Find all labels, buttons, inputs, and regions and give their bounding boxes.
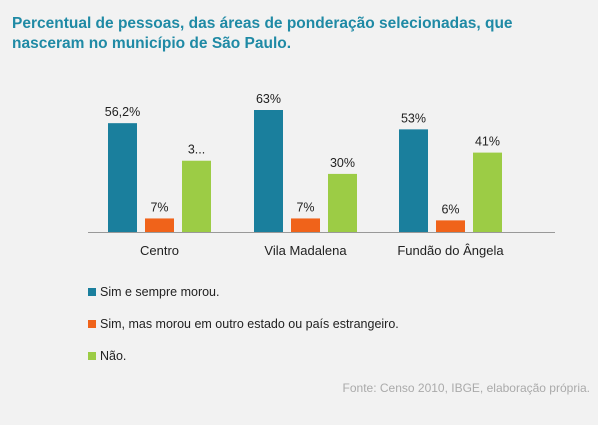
- legend-label: Sim, mas morou em outro estado ou país e…: [100, 317, 399, 331]
- legend-swatch: [88, 320, 96, 328]
- legend-swatch: [88, 288, 96, 296]
- legend-item-sim-outro: Sim, mas morou em outro estado ou país e…: [88, 316, 399, 332]
- data-label-0-2: 3...: [188, 143, 205, 157]
- data-label-1-2: 30%: [330, 156, 355, 170]
- data-label-1-1: 7%: [296, 200, 314, 214]
- bar-0-0: [108, 123, 137, 232]
- bar-0-2: [182, 160, 211, 232]
- data-label-2-0: 53%: [401, 111, 426, 125]
- bar-1-1: [291, 218, 320, 232]
- bar-1-2: [328, 173, 357, 232]
- category-label-1: Vila Madalena: [264, 243, 347, 258]
- chart-title: Percentual de pessoas, das áreas de pond…: [12, 15, 513, 52]
- data-label-0-1: 7%: [150, 200, 168, 214]
- source-note: Fonte: Censo 2010, IBGE, elaboração próp…: [342, 381, 590, 395]
- bar-2-1: [436, 220, 465, 232]
- legend: Sim e sempre morou. Sim, mas morou em ou…: [88, 284, 399, 380]
- bar-2-0: [399, 129, 428, 232]
- bar-1-0: [254, 110, 283, 232]
- legend-item-nao: Não.: [88, 348, 399, 364]
- legend-item-sim-sempre: Sim e sempre morou.: [88, 284, 399, 300]
- data-label-0-0: 56,2%: [105, 105, 140, 119]
- legend-label: Não.: [100, 349, 127, 363]
- category-label-2: Fundão do Ângela: [397, 243, 504, 258]
- legend-label: Sim e sempre morou.: [100, 285, 220, 299]
- bar-2-2: [473, 152, 502, 232]
- legend-swatch: [88, 352, 96, 360]
- bar-0-1: [145, 218, 174, 232]
- bar-chart: 56,2% 7% 3... Centro 63% 7% 30% Vila Madalena 53…: [88, 92, 555, 258]
- category-label-0: Centro: [140, 243, 179, 258]
- data-label-1-0: 63%: [256, 92, 281, 106]
- data-label-2-1: 6%: [441, 202, 459, 216]
- data-label-2-2: 41%: [475, 135, 500, 149]
